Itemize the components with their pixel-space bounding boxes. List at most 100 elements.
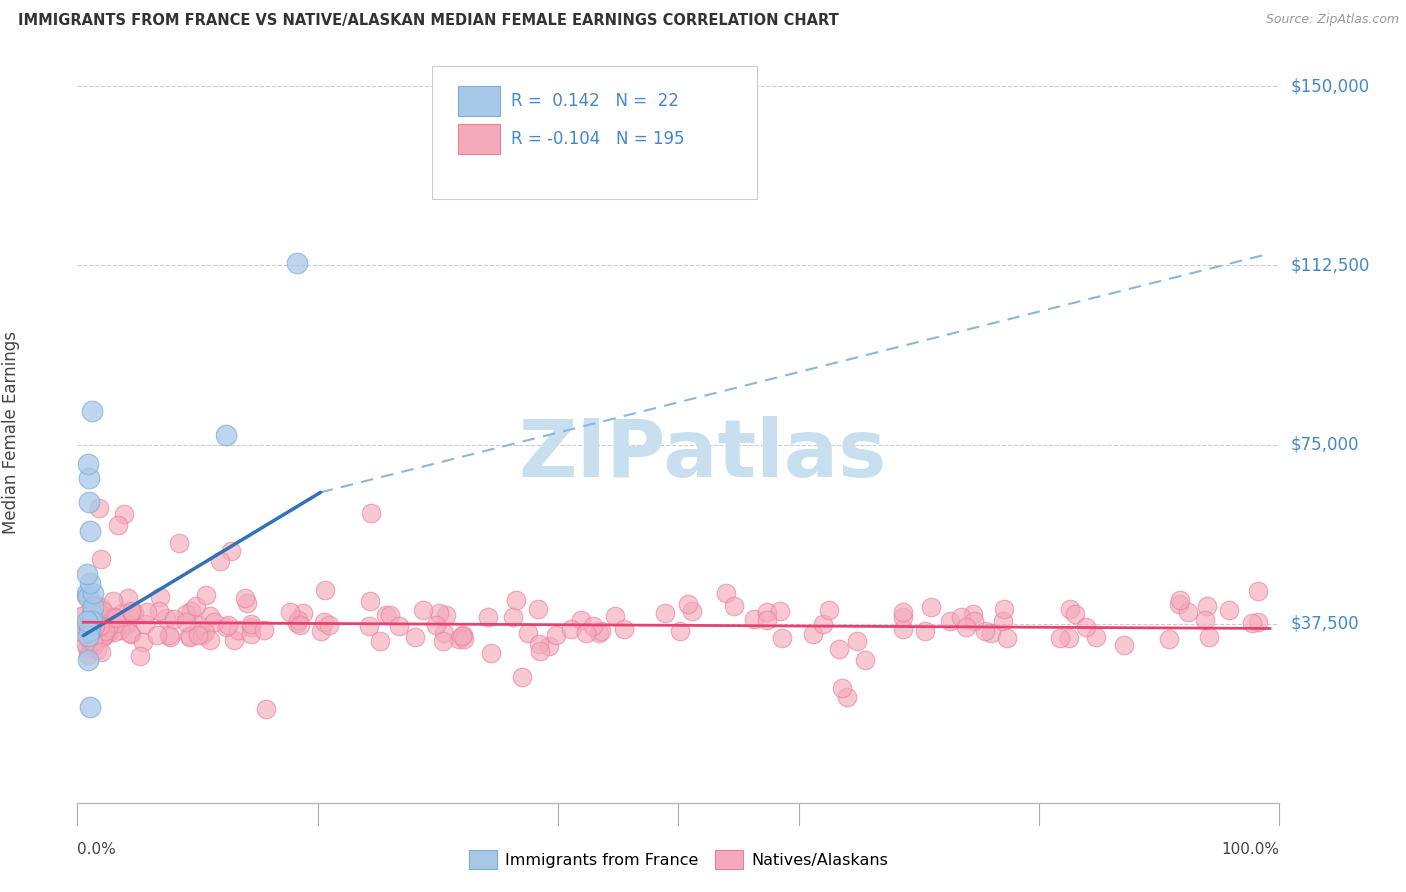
Point bbox=[91, 604, 114, 618]
Point bbox=[360, 507, 382, 521]
Point bbox=[114, 617, 136, 632]
Point bbox=[288, 618, 311, 632]
Point bbox=[1085, 630, 1108, 644]
Point bbox=[83, 609, 105, 624]
Text: ZIPatlas: ZIPatlas bbox=[519, 416, 887, 494]
Point bbox=[187, 628, 209, 642]
Point bbox=[993, 602, 1015, 616]
Point bbox=[184, 599, 207, 613]
Point bbox=[575, 625, 598, 640]
Point bbox=[180, 604, 202, 618]
Point bbox=[770, 631, 793, 645]
Point bbox=[451, 628, 474, 642]
Point bbox=[77, 648, 100, 662]
Point bbox=[582, 619, 605, 633]
Point bbox=[82, 634, 104, 648]
Point bbox=[769, 604, 792, 618]
Point bbox=[682, 603, 704, 617]
Point bbox=[676, 597, 699, 611]
Point bbox=[105, 611, 128, 625]
Point bbox=[287, 613, 309, 627]
Point bbox=[359, 593, 381, 607]
Point bbox=[148, 603, 170, 617]
Point bbox=[157, 628, 180, 642]
Point bbox=[136, 605, 159, 619]
Point bbox=[453, 632, 475, 647]
Point bbox=[235, 596, 257, 610]
Point bbox=[427, 606, 450, 620]
Point bbox=[79, 524, 101, 538]
Text: 0.0%: 0.0% bbox=[77, 842, 117, 856]
Point bbox=[291, 606, 314, 620]
Point bbox=[723, 599, 745, 614]
Point bbox=[79, 700, 101, 714]
Point bbox=[312, 615, 335, 629]
Point bbox=[163, 612, 186, 626]
Text: $150,000: $150,000 bbox=[1291, 78, 1369, 95]
FancyBboxPatch shape bbox=[458, 87, 501, 116]
Point bbox=[77, 591, 100, 605]
Point bbox=[103, 593, 125, 607]
Point bbox=[111, 606, 134, 620]
Point bbox=[76, 585, 98, 599]
Point bbox=[87, 607, 110, 621]
Point bbox=[217, 617, 239, 632]
Point bbox=[1170, 592, 1192, 607]
Point bbox=[177, 629, 200, 643]
Point bbox=[1064, 607, 1087, 621]
Point bbox=[1049, 632, 1071, 646]
Point bbox=[79, 617, 101, 632]
Point bbox=[529, 644, 551, 658]
Point bbox=[194, 624, 217, 639]
Point bbox=[603, 609, 626, 624]
Text: $75,000: $75,000 bbox=[1291, 435, 1360, 453]
Point bbox=[527, 638, 550, 652]
Point bbox=[82, 599, 104, 614]
Point bbox=[198, 608, 221, 623]
Point bbox=[174, 615, 197, 629]
Point bbox=[1241, 616, 1264, 631]
Point bbox=[1198, 630, 1220, 644]
Point bbox=[80, 634, 103, 648]
FancyBboxPatch shape bbox=[432, 66, 756, 200]
Point bbox=[239, 627, 262, 641]
Point bbox=[1057, 632, 1080, 646]
Text: 100.0%: 100.0% bbox=[1222, 842, 1279, 856]
Point bbox=[90, 600, 112, 615]
Point bbox=[86, 642, 108, 657]
Point bbox=[669, 624, 692, 638]
Point bbox=[76, 566, 98, 581]
Text: $37,500: $37,500 bbox=[1291, 615, 1360, 632]
Point bbox=[412, 603, 434, 617]
Point bbox=[120, 627, 142, 641]
Point bbox=[75, 637, 97, 651]
Point bbox=[107, 518, 129, 533]
Point bbox=[447, 632, 470, 646]
Point bbox=[432, 634, 454, 648]
Point bbox=[314, 582, 336, 597]
Point bbox=[120, 604, 142, 618]
Point bbox=[82, 623, 104, 637]
Point bbox=[118, 626, 141, 640]
Point bbox=[215, 620, 238, 634]
Point bbox=[368, 634, 391, 648]
Point bbox=[80, 615, 103, 629]
Point bbox=[920, 600, 942, 615]
Point bbox=[94, 626, 117, 640]
Point bbox=[77, 495, 100, 509]
Point bbox=[122, 605, 145, 619]
Point bbox=[654, 607, 676, 621]
Point bbox=[215, 428, 238, 442]
Point bbox=[318, 618, 340, 632]
Point bbox=[108, 623, 131, 637]
Point bbox=[86, 601, 108, 615]
Point bbox=[75, 616, 97, 631]
Point bbox=[1059, 602, 1081, 616]
Point bbox=[285, 616, 308, 631]
Point bbox=[112, 508, 135, 522]
Point bbox=[939, 614, 962, 628]
Point bbox=[1168, 597, 1191, 611]
Point bbox=[94, 624, 117, 639]
Point bbox=[79, 624, 101, 638]
Point bbox=[84, 598, 107, 612]
